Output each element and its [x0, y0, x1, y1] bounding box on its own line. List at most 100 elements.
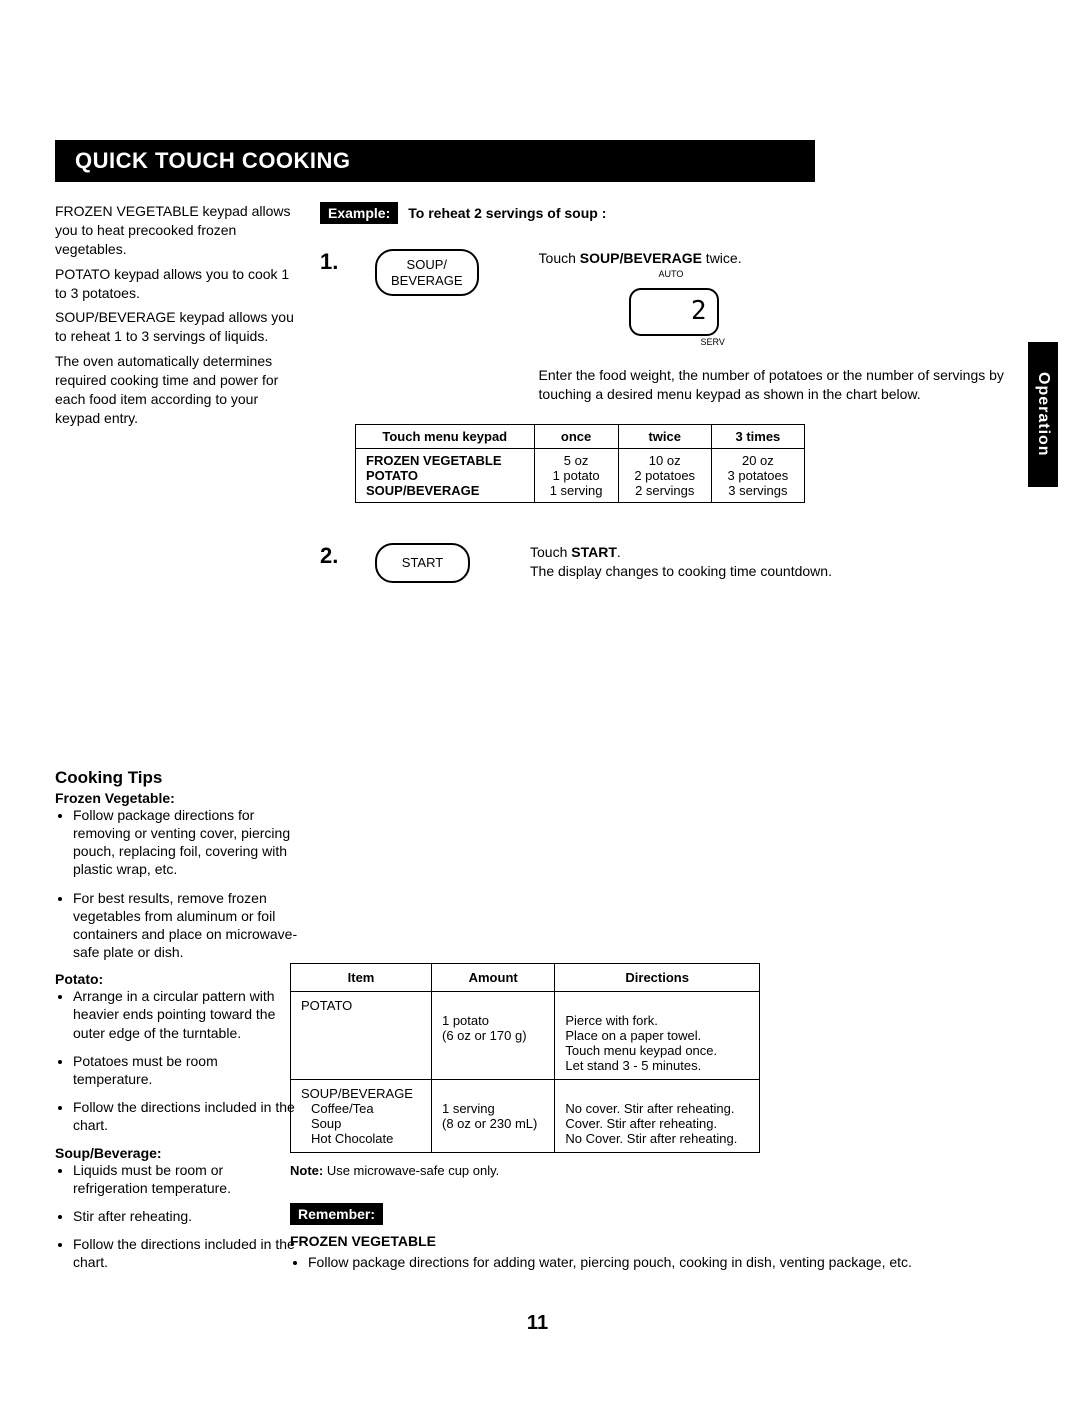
keypad-line1: SOUP/	[407, 257, 447, 272]
start-keypad[interactable]: START	[375, 543, 470, 583]
example-row: Example: To reheat 2 servings of soup :	[320, 202, 1020, 224]
s1-t3: twice.	[702, 250, 742, 266]
dir-h3: Directions	[555, 963, 760, 991]
dir-r1c3d: Let stand 3 - 5 minutes.	[565, 1058, 749, 1073]
dir-r2c2b: (8 oz or 230 mL)	[442, 1116, 537, 1131]
dir-r2c2: 1 serving (8 oz or 230 mL)	[431, 1079, 554, 1152]
fv-tip-1: Follow package directions for removing o…	[73, 806, 300, 879]
page-number: 11	[55, 1312, 1020, 1335]
menu-keypad-chart: Touch menu keypad once twice 3 times FRO…	[355, 424, 805, 503]
display-auto-label: AUTO	[659, 268, 1020, 280]
note-label: Note:	[290, 1163, 323, 1178]
sb-tip-2: Stir after reheating.	[73, 1207, 300, 1225]
example-label: Example:	[320, 202, 398, 224]
intro-p2: POTATO keypad allows you to cook 1 to 3 …	[55, 265, 300, 303]
sb-tip-3: Follow the directions included in the ch…	[73, 1235, 300, 1271]
start-label: START	[402, 555, 443, 570]
pot-tip-1: Arrange in a circular pattern with heavi…	[73, 987, 300, 1042]
intro-p1: FROZEN VEGETABLE keypad allows you to he…	[55, 202, 300, 259]
dir-r1c1: POTATO	[291, 991, 432, 1079]
chart-r1c2: 5 oz	[545, 453, 608, 468]
chart-r1c3: 10 oz	[629, 453, 701, 468]
dir-h2: Amount	[431, 963, 554, 991]
potato-subhead: Potato:	[55, 971, 300, 987]
chart-h1: Touch menu keypad	[356, 424, 535, 448]
sb-tip-1: Liquids must be room or refrigeration te…	[73, 1161, 300, 1197]
note-row: Note: Use microwave-safe cup only.	[290, 1163, 1020, 1178]
chart-r3c2: 1 serving	[545, 483, 608, 498]
step-1: 1. SOUP/ BEVERAGE Touch SOUP/BEVERAGE tw…	[320, 249, 1020, 404]
chart-h3: twice	[618, 424, 711, 448]
chart-r1c1: FROZEN VEGETABLE	[366, 453, 524, 468]
intro-p3: SOUP/BEVERAGE keypad allows you to rehea…	[55, 308, 300, 346]
pot-tip-2: Potatoes must be room temperature.	[73, 1052, 300, 1088]
dir-r1c3a: Pierce with fork.	[565, 1013, 749, 1028]
right-column: Operation Example: To reheat 2 servings …	[320, 202, 1020, 1282]
potato-list: Arrange in a circular pattern with heavi…	[73, 987, 300, 1134]
chart-r2c1: POTATO	[366, 468, 524, 483]
s1-t1: Touch	[539, 250, 580, 266]
chart-r3c3: 2 servings	[629, 483, 701, 498]
dir-r1c2: 1 potato (6 oz or 170 g)	[431, 991, 554, 1079]
dir-r1c3: Pierce with fork. Place on a paper towel…	[555, 991, 760, 1079]
dir-r1c2b: (6 oz or 170 g)	[442, 1028, 527, 1043]
dir-r1c2a: 1 potato	[442, 1013, 489, 1028]
step-1-para: Enter the food weight, the number of pot…	[539, 366, 1020, 404]
display-serv-label: SERV	[701, 336, 1020, 348]
note-text: Use microwave-safe cup only.	[323, 1163, 499, 1178]
dir-r2c3c: No Cover. Stir after reheating.	[565, 1131, 749, 1146]
s2-t1: Touch	[530, 544, 571, 560]
step-2-number: 2.	[320, 543, 355, 583]
chart-h2: once	[534, 424, 618, 448]
keypad-line2: BEVERAGE	[391, 273, 463, 288]
frozen-veg-subhead: Frozen Vegetable:	[55, 790, 300, 806]
remember-label: Remember:	[290, 1203, 383, 1225]
main-columns: FROZEN VEGETABLE keypad allows you to he…	[55, 202, 1020, 1282]
remember-head: FROZEN VEGETABLE	[290, 1233, 1020, 1249]
soup-beverage-keypad[interactable]: SOUP/ BEVERAGE	[375, 249, 479, 296]
example-text: To reheat 2 servings of soup :	[408, 205, 606, 221]
s1-t2: SOUP/BEVERAGE	[580, 250, 702, 266]
dir-r2c1d: Hot Chocolate	[301, 1131, 421, 1146]
soup-bev-subhead: Soup/Beverage:	[55, 1145, 300, 1161]
dir-r2c2a: 1 serving	[442, 1101, 495, 1116]
step-1-text: Touch SOUP/BEVERAGE twice. AUTO 2 SERV E…	[539, 249, 1020, 404]
chart-r1c4: 20 oz	[722, 453, 794, 468]
intro-p4: The oven automatically determines requir…	[55, 352, 300, 428]
chart-r3c1: SOUP/BEVERAGE	[366, 483, 524, 498]
dir-r2c3a: No cover. Stir after reheating.	[565, 1101, 749, 1116]
soup-bev-list: Liquids must be room or refrigeration te…	[73, 1161, 300, 1272]
directions-table: Item Amount Directions POTATO 1 potato (…	[290, 963, 760, 1153]
left-column: FROZEN VEGETABLE keypad allows you to he…	[55, 202, 300, 1282]
dir-r1c3b: Place on a paper towel.	[565, 1028, 749, 1043]
remember-list: Follow package directions for adding wat…	[308, 1253, 1020, 1271]
fv-tip-2: For best results, remove frozen vegetabl…	[73, 889, 300, 962]
operation-side-tab: Operation	[1028, 342, 1058, 487]
step-2-keypad: START	[375, 543, 470, 583]
chart-r3c4: 3 servings	[722, 483, 794, 498]
dir-r2c1a: SOUP/BEVERAGE	[301, 1086, 421, 1101]
chart-h4: 3 times	[711, 424, 804, 448]
remember-li: Follow package directions for adding wat…	[308, 1253, 1020, 1271]
s2-t3: .	[617, 544, 621, 560]
display-screen: 2	[629, 288, 719, 336]
step-1-keypad: SOUP/ BEVERAGE	[375, 249, 479, 404]
chart-r2c4: 3 potatoes	[722, 468, 794, 483]
step-2-text: Touch START. The display changes to cook…	[530, 543, 1020, 583]
dir-h1: Item	[291, 963, 432, 991]
dir-r2c1b: Coffee/Tea	[301, 1101, 421, 1116]
frozen-veg-list: Follow package directions for removing o…	[73, 806, 300, 962]
step-2-para: The display changes to cooking time coun…	[530, 562, 1020, 581]
dir-r2c1: SOUP/BEVERAGE Coffee/Tea Soup Hot Chocol…	[291, 1079, 432, 1152]
section-header: QUICK TOUCH COOKING	[55, 140, 815, 182]
step-2: 2. START Touch START. The display change…	[320, 543, 1020, 583]
step-1-number: 1.	[320, 249, 355, 404]
dir-r2c3: No cover. Stir after reheating. Cover. S…	[555, 1079, 760, 1152]
s2-t2: START	[571, 544, 617, 560]
chart-r2c3: 2 potatoes	[629, 468, 701, 483]
dir-r2c1c: Soup	[301, 1116, 421, 1131]
cooking-tips-heading: Cooking Tips	[55, 768, 300, 788]
dir-r2c3b: Cover. Stir after reheating.	[565, 1116, 749, 1131]
dir-r1c3c: Touch menu keypad once.	[565, 1043, 749, 1058]
display-value: 2	[691, 294, 707, 329]
